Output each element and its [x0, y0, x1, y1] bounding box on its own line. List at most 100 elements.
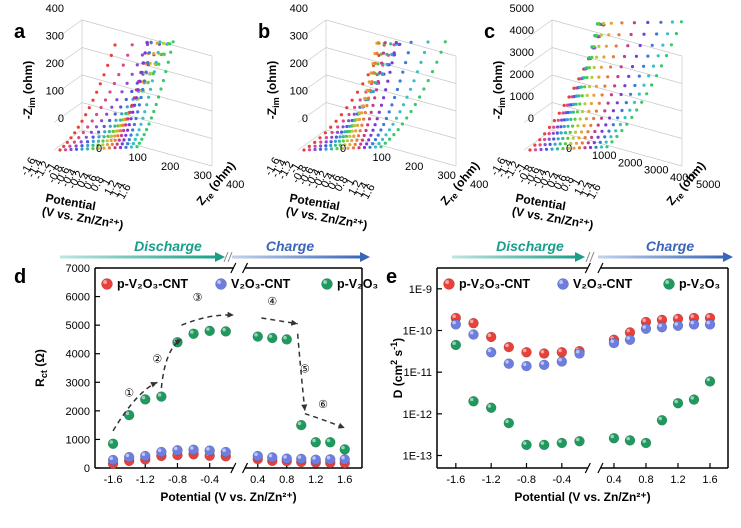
data-point-V2O3-CNT-highlight [312, 456, 316, 460]
header-d-charge-label: Charge [266, 238, 314, 254]
eis-point [63, 148, 68, 152]
data-point-p-V2O3 [521, 439, 532, 451]
x-tick-label: 1.6 [337, 474, 352, 486]
data-point-p-V2O3 [267, 332, 278, 344]
eis-point [354, 129, 358, 133]
data-point-V2O3-CNT-highlight [452, 320, 456, 325]
data-point-p-V2O3-CNT [468, 317, 479, 329]
eis-point [380, 61, 384, 65]
step-label-5: ⑤ [300, 363, 310, 375]
eis-point [589, 123, 593, 127]
eis-point [572, 146, 576, 150]
eis-point [345, 139, 349, 143]
data-point-V2O3-CNT [281, 453, 293, 464]
data-point-V2O3-CNT [538, 359, 550, 371]
eis-point [609, 21, 613, 25]
data-point-V2O3-CNT [608, 337, 620, 349]
eis-point [87, 106, 91, 110]
eis-point [422, 87, 426, 91]
x-tick-label: 0.4 [606, 474, 621, 486]
eis-point [118, 145, 123, 150]
eis-point [359, 142, 363, 146]
eis-point [340, 146, 345, 150]
x-tick-label: -1.2 [482, 474, 501, 486]
eis-point [569, 117, 573, 121]
axis-break-mark [597, 262, 604, 274]
eis-back-grid [551, 47, 683, 84]
eis-point [609, 93, 614, 97]
data-point-p-V2O3-CNT-highlight [505, 343, 509, 348]
eis-point [129, 117, 133, 121]
eis-zre-tick-label: 400 [470, 179, 488, 191]
eis-point [137, 103, 141, 107]
data-point-p-V2O3-CNT-highlight [452, 314, 456, 318]
eis-point [371, 61, 375, 66]
eis-zre-tick-label: 0 [96, 143, 102, 155]
eis-point [373, 123, 377, 127]
eis-point [375, 51, 379, 56]
data-point-V2O3-CNT-highlight [173, 446, 178, 451]
eis-point [575, 110, 580, 114]
eis-point [357, 146, 361, 150]
eis-point [161, 79, 165, 83]
eis-point [393, 95, 397, 100]
legend-marker-V2O3-CNT [215, 278, 227, 290]
eis-z-tick-label: 100 [46, 86, 64, 98]
eis-point [561, 111, 565, 115]
eis-point [333, 143, 337, 147]
eis-point [145, 128, 149, 132]
diffusion-label-main: D (cm [391, 365, 405, 398]
eis-point [137, 128, 141, 132]
eis-point [141, 87, 145, 92]
eis-point [73, 131, 77, 135]
step-arrow-head [174, 339, 182, 346]
data-point-V2O3-CNT-highlight [706, 320, 710, 325]
data-point-V2O3-CNT-highlight [268, 453, 273, 458]
eis-point [379, 128, 383, 132]
data-point-p-V2O3 [468, 396, 479, 407]
eis-point [347, 119, 351, 123]
eis-point [426, 40, 430, 44]
data-point-V2O3-CNT-highlight [658, 323, 662, 328]
eis-point [164, 70, 168, 74]
eis-point [346, 146, 350, 150]
data-point-V2O3-CNT-highlight [558, 358, 562, 362]
eis-point [101, 139, 105, 143]
eis-point [392, 51, 396, 55]
eis-zre-tick-label: 2000 [618, 157, 642, 169]
eis-point [353, 124, 357, 128]
eis-point [375, 117, 379, 121]
eis-point [367, 117, 372, 121]
eis-point [381, 51, 386, 55]
eis-point [552, 125, 556, 129]
eis-point [364, 128, 368, 133]
eis-point [634, 54, 639, 58]
eis-point [91, 98, 95, 102]
eis-point [642, 32, 646, 36]
header-d-charge-arrow-head [360, 252, 370, 262]
eis-point [580, 110, 585, 114]
eis-point [103, 98, 108, 102]
data-point-p-V2O3 [656, 415, 668, 426]
eis-point [562, 103, 566, 107]
eis-point [544, 147, 549, 151]
data-point-p-V2O3-highlight [109, 440, 114, 444]
header-e-charge-arrow-head [723, 252, 733, 262]
eis-point [365, 88, 369, 92]
eis-point [597, 22, 601, 26]
eis-point [661, 43, 665, 47]
eis-point [117, 73, 121, 77]
data-point-p-V2O3-highlight [505, 419, 509, 424]
data-point-V2O3-CNT [204, 445, 215, 456]
eis-point [555, 147, 560, 151]
eis-point [142, 79, 146, 83]
eis-point [119, 129, 123, 133]
eis-point [135, 133, 139, 137]
eis-point [366, 123, 370, 127]
eis-point [562, 118, 567, 122]
y-tick-label: 1E-11 [403, 367, 432, 379]
eis-z-tick-label: 0 [58, 113, 64, 125]
eis-zim-axis-label: -Zim (ohm) [265, 61, 281, 120]
eis-point [330, 130, 334, 135]
